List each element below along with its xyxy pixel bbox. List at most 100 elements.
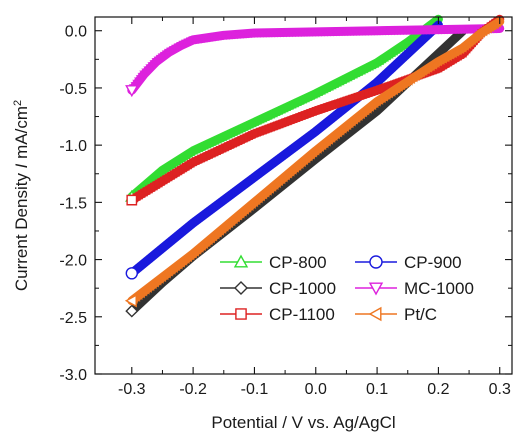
series-point-cp-1100 <box>272 121 281 130</box>
axes-layer: -0.3 -0.2 -0.1 0.0 0.1 0.2 0.3 0.0 -0.5 -1.0 -1.5 -… <box>59 16 513 398</box>
series-point-cp-1100 <box>253 128 262 137</box>
legend-marker <box>369 255 383 269</box>
series-point-pt-c <box>464 37 474 48</box>
series-point-mc-1000 <box>147 62 157 71</box>
legend-item-cp-1000: CP-1000 <box>220 279 336 298</box>
series-point-pt-c <box>365 102 374 112</box>
series-point-cp-1100 <box>328 101 337 110</box>
series-point-cp-1100 <box>306 109 315 117</box>
series-pt-c <box>124 17 505 308</box>
series-point-pt-c <box>462 39 472 49</box>
series-point-cp-800 <box>183 148 194 158</box>
series-point-pt-c <box>238 207 247 217</box>
plot-frame <box>94 16 513 375</box>
legend-item-cp-800: CP-800 <box>220 253 327 272</box>
series-point-cp-1100 <box>234 137 243 146</box>
series-point-cp-1100 <box>242 133 251 142</box>
series-end-marker-pt-c <box>124 294 137 308</box>
series-point-pt-c <box>197 241 206 251</box>
series-point-pt-c <box>247 199 256 210</box>
series-point-cp-800 <box>181 150 191 160</box>
series-point-pt-c <box>272 178 281 189</box>
series-point-cp-800 <box>174 154 184 164</box>
series-point-pt-c <box>329 131 338 142</box>
series-point-cp-1100 <box>199 153 208 162</box>
series-point-pt-c <box>333 127 343 138</box>
series-point-mc-1000 <box>180 39 191 49</box>
legend-marker <box>233 254 249 268</box>
x-tick-label: 0.1 <box>366 381 388 398</box>
series-point-pt-c <box>265 184 274 194</box>
y-tick-label: 0.0 <box>65 24 87 41</box>
series-point-cp-1100 <box>311 106 320 115</box>
series-point-cp-1100 <box>348 94 356 103</box>
series-point-pt-c <box>292 161 302 171</box>
series-point-cp-1100 <box>323 103 331 111</box>
series-point-cp-1100 <box>362 90 370 98</box>
series-point-pt-c <box>258 189 268 200</box>
series-point-mc-1000 <box>159 51 170 61</box>
series-point-cp-1100 <box>245 132 253 141</box>
series-point-pt-c <box>224 218 234 229</box>
series-point-pt-c <box>190 247 200 257</box>
y-axis-title-exponent: 2 <box>12 100 24 106</box>
legend-marker <box>368 306 382 322</box>
series-point-pt-c <box>297 157 306 168</box>
series-point-cp-1100 <box>278 119 287 128</box>
series-point-pt-c <box>222 220 231 231</box>
series-point-cp-1100 <box>275 120 284 129</box>
series-point-mc-1000 <box>151 57 162 67</box>
series-point-pt-c <box>306 149 315 160</box>
series-point-pt-c <box>322 136 331 147</box>
series-point-pt-c <box>360 106 370 116</box>
legend-label: MC-1000 <box>404 279 474 298</box>
series-point-pt-c <box>313 144 322 154</box>
y-axis-title-prefix: Current Density <box>12 168 31 291</box>
series-point-cp-1100 <box>367 88 376 96</box>
series-point-cp-1100 <box>297 112 306 120</box>
series-point-cp-1100 <box>264 124 273 133</box>
series-point-pt-c <box>213 228 222 238</box>
series-point-cp-1100 <box>342 96 351 105</box>
series-point-pt-c <box>299 155 309 166</box>
series-point-cp-1100 <box>261 125 270 134</box>
series-point-cp-1100 <box>284 117 292 126</box>
series-point-cp-1100 <box>317 105 326 113</box>
series-point-mc-1000 <box>185 37 196 46</box>
series-point-cp-1100 <box>309 108 317 116</box>
legend-label: Pt/C <box>404 305 437 324</box>
series-point-pt-c <box>288 165 297 175</box>
series-point-pt-c <box>251 195 261 206</box>
x-tick-label: -0.2 <box>179 381 207 398</box>
series-point-cp-1100 <box>364 89 373 97</box>
series-point-cp-1100 <box>356 91 365 100</box>
legend-marker <box>368 282 384 296</box>
legend-label: CP-900 <box>404 253 462 272</box>
x-tick-label: -0.1 <box>241 381 269 398</box>
series-point-pt-c <box>249 197 259 208</box>
series-point-pt-c <box>356 109 365 120</box>
series-point-pt-c <box>269 180 279 190</box>
series-point-cp-1100 <box>334 99 342 108</box>
series-point-pt-c <box>324 135 334 145</box>
series-point-pt-c <box>244 201 254 211</box>
series-layer <box>124 14 505 318</box>
series-point-mc-1000 <box>173 43 184 52</box>
series-point-pt-c <box>235 209 245 219</box>
series-point-cp-1100 <box>345 95 354 104</box>
series-point-pt-c <box>204 235 213 246</box>
series-point-cp-1100 <box>337 98 345 107</box>
series-point-cp-1100 <box>226 141 235 149</box>
series-point-pt-c <box>467 35 476 46</box>
series-mc-1000 <box>125 23 505 98</box>
series-point-pt-c <box>208 231 218 242</box>
series-point-pt-c <box>342 120 352 131</box>
y-tick-label: -0.5 <box>59 81 87 98</box>
series-point-cp-1100 <box>292 114 301 122</box>
series-point-pt-c <box>231 212 240 223</box>
series-point-cp-800 <box>176 153 187 163</box>
series-point-cp-1100 <box>215 146 224 154</box>
series-point-mc-1000 <box>149 60 160 69</box>
series-line-mc-1000 <box>127 23 505 95</box>
